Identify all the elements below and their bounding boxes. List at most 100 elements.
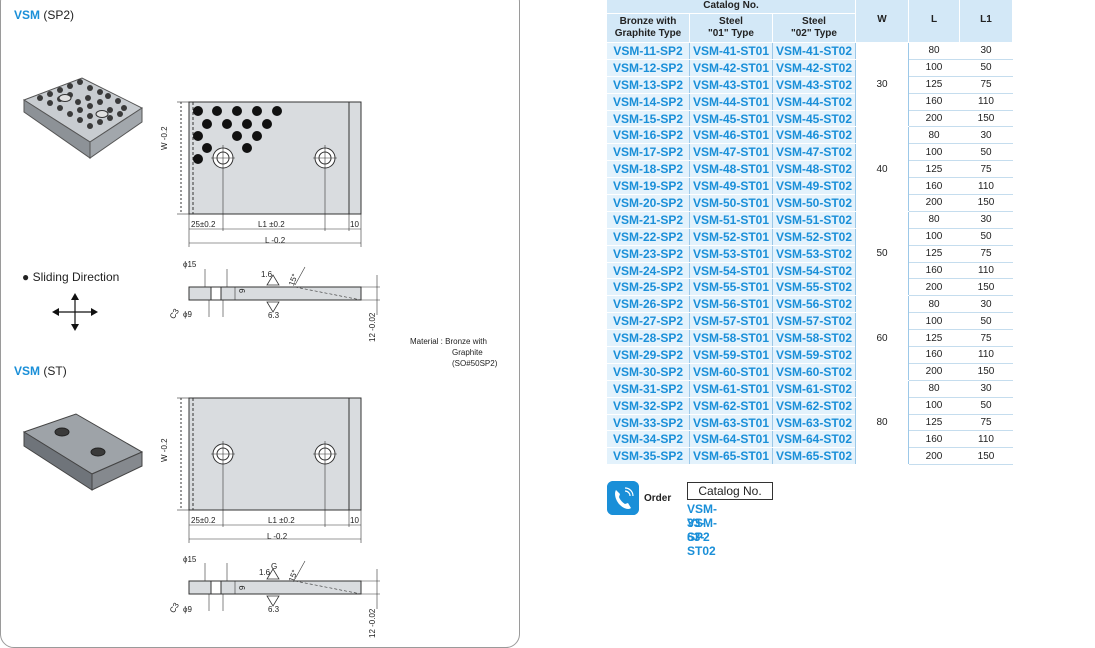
catalog-number-cell[interactable]: VSM-16-SP2	[606, 126, 690, 145]
catalog-number-cell[interactable]: VSM-55-ST02	[772, 278, 856, 297]
catalog-number-cell[interactable]: VSM-61-ST01	[689, 379, 773, 398]
catalog-number-cell[interactable]: VSM-52-ST02	[772, 227, 856, 246]
catalog-number-cell[interactable]: VSM-56-ST01	[689, 295, 773, 314]
catalog-number-cell[interactable]: VSM-22-SP2	[606, 227, 690, 246]
dim-l1: L1 ±0.2	[258, 220, 285, 229]
catalog-number-cell[interactable]: VSM-29-SP2	[606, 346, 690, 364]
catalog-number-cell[interactable]: VSM-49-ST01	[689, 177, 773, 196]
catalog-number-cell[interactable]: VSM-54-ST01	[689, 261, 773, 280]
catalog-number-cell[interactable]: VSM-13-SP2	[606, 75, 690, 94]
catalog-number-cell[interactable]: VSM-34-SP2	[606, 430, 690, 449]
catalog-number-cell[interactable]: VSM-30-SP2	[606, 362, 690, 381]
catalog-number-cell[interactable]: VSM-44-ST02	[772, 92, 856, 111]
catalog-number-cell[interactable]: VSM-60-ST01	[689, 362, 773, 381]
dim-9-2: 9	[238, 585, 247, 590]
table-row: VSM-12-SP2 VSM-42-ST01 VSM-42-ST02 100 50	[606, 58, 1013, 77]
catalog-number-cell[interactable]: VSM-48-ST01	[689, 160, 773, 179]
dim-roughness-16: 1.6	[261, 270, 273, 279]
plan-drawing-sp2	[177, 101, 362, 247]
dim-l: L -0.2	[265, 236, 286, 245]
col-w: W	[855, 0, 909, 43]
catalog-number-cell[interactable]: VSM-42-ST01	[689, 58, 773, 77]
catalog-number-cell[interactable]: VSM-46-ST02	[772, 126, 856, 145]
dim-25-2: 25±0.2	[191, 516, 216, 525]
catalog-number-cell[interactable]: VSM-57-ST01	[689, 312, 773, 331]
catalog-number-cell[interactable]: VSM-44-ST01	[689, 92, 773, 111]
catalog-number-cell[interactable]: VSM-12-SP2	[606, 58, 690, 77]
l-cell: 125	[908, 244, 960, 263]
catalog-number-cell[interactable]: VSM-42-ST02	[772, 58, 856, 77]
catalog-number-cell[interactable]: VSM-51-ST01	[689, 210, 773, 229]
l1-cell: 50	[959, 312, 1013, 331]
catalog-number-cell[interactable]: VSM-14-SP2	[606, 92, 690, 111]
catalog-number-cell[interactable]: VSM-23-SP2	[606, 244, 690, 263]
catalog-number-cell[interactable]: VSM-28-SP2	[606, 329, 690, 348]
catalog-number-cell[interactable]: VSM-25-SP2	[606, 278, 690, 297]
catalog-number-cell[interactable]: VSM-11-SP2	[606, 42, 690, 60]
col-l1: L1	[959, 0, 1013, 43]
catalog-number-cell[interactable]: VSM-49-ST02	[772, 177, 856, 196]
catalog-number-cell[interactable]: VSM-62-ST02	[772, 396, 856, 415]
catalog-number-cell[interactable]: VSM-17-SP2	[606, 143, 690, 162]
catalog-number-cell[interactable]: VSM-26-SP2	[606, 295, 690, 314]
col-bronze: Bronze with Graphite Type	[606, 13, 690, 43]
dim-g-2: G	[271, 562, 278, 571]
catalog-number-cell[interactable]: VSM-59-ST02	[772, 346, 856, 364]
catalog-number-cell[interactable]: VSM-56-ST02	[772, 295, 856, 314]
l-cell: 200	[908, 278, 960, 297]
catalog-number-cell[interactable]: VSM-61-ST02	[772, 379, 856, 398]
catalog-number-cell[interactable]: VSM-41-ST02	[772, 42, 856, 60]
catalog-number-cell[interactable]: VSM-65-ST01	[689, 447, 773, 466]
catalog-number-cell[interactable]: VSM-45-ST01	[689, 109, 773, 128]
catalog-number-cell[interactable]: VSM-35-SP2	[606, 447, 690, 466]
l1-cell: 75	[959, 413, 1013, 432]
catalog-number-cell[interactable]: VSM-43-ST02	[772, 75, 856, 94]
catalog-number-cell[interactable]: VSM-15-SP2	[606, 109, 690, 128]
table-row: VSM-29-SP2 VSM-59-ST01 VSM-59-ST02 160 110	[606, 346, 1013, 364]
catalog-number-cell[interactable]: VSM-20-SP2	[606, 194, 690, 212]
catalog-number-cell[interactable]: VSM-59-ST01	[689, 346, 773, 364]
catalog-number-cell[interactable]: VSM-21-SP2	[606, 210, 690, 229]
catalog-number-cell[interactable]: VSM-50-ST01	[689, 194, 773, 212]
catalog-number-cell[interactable]: VSM-46-ST01	[689, 126, 773, 145]
catalog-number-cell[interactable]: VSM-63-ST01	[689, 413, 773, 432]
l-cell: 80	[908, 42, 960, 60]
catalog-number-cell[interactable]: VSM-53-ST02	[772, 244, 856, 263]
catalog-number-cell[interactable]: VSM-65-ST02	[772, 447, 856, 466]
catalog-number-cell[interactable]: VSM-48-ST02	[772, 160, 856, 179]
catalog-number-cell[interactable]: VSM-55-ST01	[689, 278, 773, 297]
l-cell: 100	[908, 143, 960, 162]
catalog-number-cell[interactable]: VSM-41-ST01	[689, 42, 773, 60]
catalog-number-cell[interactable]: VSM-18-SP2	[606, 160, 690, 179]
catalog-number-cell[interactable]: VSM-51-ST02	[772, 210, 856, 229]
catalog-number-cell[interactable]: VSM-43-ST01	[689, 75, 773, 94]
section-title-sp2: VSM (SP2)	[14, 8, 75, 22]
side-drawing-st	[188, 560, 380, 611]
catalog-number-cell[interactable]: VSM-27-SP2	[606, 312, 690, 331]
catalog-number-cell[interactable]: VSM-45-ST02	[772, 109, 856, 128]
l-cell: 100	[908, 227, 960, 246]
catalog-number-cell[interactable]: VSM-47-ST02	[772, 143, 856, 162]
catalog-number-cell[interactable]: VSM-19-SP2	[606, 177, 690, 196]
catalog-number-cell[interactable]: VSM-32-SP2	[606, 396, 690, 415]
catalog-number-cell[interactable]: VSM-63-ST02	[772, 413, 856, 432]
section-title-st: VSM (ST)	[14, 364, 67, 378]
catalog-number-cell[interactable]: VSM-53-ST01	[689, 244, 773, 263]
catalog-number-cell[interactable]: VSM-24-SP2	[606, 261, 690, 280]
catalog-number-cell[interactable]: VSM-60-ST02	[772, 362, 856, 381]
catalog-number-cell[interactable]: VSM-62-ST01	[689, 396, 773, 415]
catalog-number-cell[interactable]: VSM-52-ST01	[689, 227, 773, 246]
catalog-number-cell[interactable]: VSM-64-ST01	[689, 430, 773, 449]
w-cell: 40	[855, 126, 909, 212]
catalog-number-cell[interactable]: VSM-58-ST01	[689, 329, 773, 348]
catalog-number-cell[interactable]: VSM-50-ST02	[772, 194, 856, 212]
catalog-number-cell[interactable]: VSM-47-ST01	[689, 143, 773, 162]
catalog-number-cell[interactable]: VSM-64-ST02	[772, 430, 856, 449]
dim-25: 25±0.2	[191, 220, 216, 229]
catalog-number-cell[interactable]: VSM-54-ST02	[772, 261, 856, 280]
catalog-number-cell[interactable]: VSM-31-SP2	[606, 379, 690, 398]
catalog-number-cell[interactable]: VSM-57-ST02	[772, 312, 856, 331]
catalog-number-cell[interactable]: VSM-33-SP2	[606, 413, 690, 432]
catalog-number-cell[interactable]: VSM-58-ST02	[772, 329, 856, 348]
l1-cell: 110	[959, 346, 1013, 364]
